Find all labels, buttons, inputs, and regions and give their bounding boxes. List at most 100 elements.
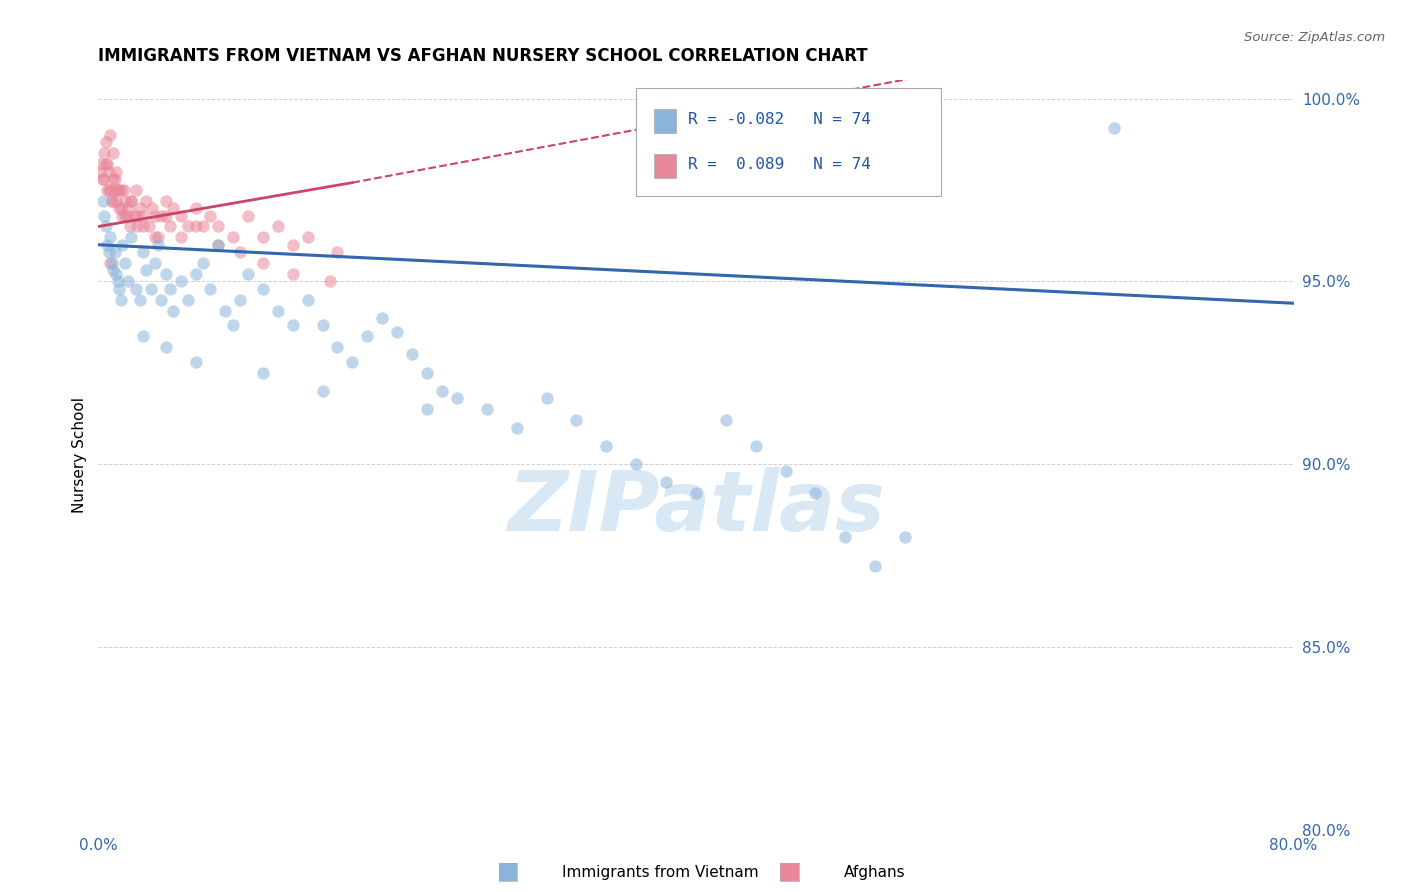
Point: [94, 136, 117, 150]
Point: [626, 457, 648, 471]
Point: [475, 402, 498, 417]
Point: [120, 230, 142, 244]
Point: [159, 219, 181, 234]
Text: ZIPatlas: ZIPatlas: [508, 467, 884, 548]
Point: [430, 384, 453, 398]
Point: [107, 183, 129, 197]
Point: [97, 183, 120, 197]
Point: [111, 209, 134, 223]
Text: IMMIGRANTS FROM VIETNAM VS AFGHAN NURSERY SCHOOL CORRELATION CHART: IMMIGRANTS FROM VIETNAM VS AFGHAN NURSER…: [98, 47, 868, 65]
Point: [125, 183, 148, 197]
Point: [135, 194, 157, 208]
Point: [91, 172, 114, 186]
Point: [94, 157, 117, 171]
Point: [159, 282, 181, 296]
Point: [125, 282, 148, 296]
Point: [267, 303, 290, 318]
Point: [177, 219, 200, 234]
Point: [536, 391, 558, 405]
Point: [98, 256, 122, 270]
FancyBboxPatch shape: [637, 87, 941, 196]
Point: [96, 183, 118, 197]
Y-axis label: Nursery School: Nursery School: [72, 397, 87, 513]
Point: [1104, 120, 1126, 135]
Point: [326, 340, 349, 354]
Point: [129, 201, 152, 215]
Point: [143, 230, 166, 244]
Point: [169, 209, 191, 223]
Point: [139, 282, 162, 296]
Point: [229, 293, 252, 307]
Point: [804, 486, 827, 500]
Point: [98, 183, 122, 197]
Point: [143, 256, 166, 270]
Point: [655, 475, 678, 490]
Point: [252, 256, 274, 270]
Point: [162, 303, 184, 318]
Point: [191, 219, 214, 234]
Point: [114, 194, 136, 208]
Point: [281, 318, 304, 333]
Point: [385, 326, 409, 340]
Text: Immigrants from Vietnam: Immigrants from Vietnam: [562, 865, 759, 880]
Point: [101, 256, 124, 270]
Point: [236, 209, 259, 223]
Point: [207, 237, 229, 252]
Point: [89, 164, 111, 178]
Point: [184, 355, 207, 369]
Point: [184, 267, 207, 281]
Point: [150, 209, 173, 223]
Point: [416, 402, 439, 417]
Point: [214, 303, 236, 318]
Point: [138, 219, 160, 234]
Point: [311, 318, 333, 333]
Point: [148, 230, 170, 244]
Point: [132, 245, 155, 260]
Point: [297, 293, 319, 307]
Point: [104, 183, 127, 197]
Point: [107, 183, 129, 197]
Point: [108, 201, 131, 215]
Point: [595, 439, 617, 453]
Point: [148, 237, 170, 252]
Point: [94, 219, 117, 234]
Point: [105, 267, 128, 281]
Point: [177, 293, 200, 307]
Point: [143, 209, 166, 223]
Point: [96, 157, 118, 171]
Point: [110, 201, 132, 215]
Point: [155, 267, 177, 281]
Point: [150, 293, 173, 307]
Point: [132, 219, 155, 234]
Point: [326, 245, 349, 260]
Point: [107, 274, 129, 288]
Point: [91, 194, 114, 208]
Point: [297, 230, 319, 244]
Point: [222, 318, 245, 333]
Point: [90, 157, 112, 171]
Point: [184, 219, 207, 234]
Point: [120, 194, 142, 208]
Point: [222, 230, 245, 244]
Point: [506, 420, 529, 434]
Point: [371, 310, 394, 325]
Point: [155, 209, 177, 223]
Point: [834, 530, 856, 544]
Point: [865, 559, 887, 574]
Point: [141, 201, 163, 215]
Point: [117, 201, 139, 215]
Point: [93, 146, 115, 161]
Point: [714, 413, 737, 427]
Point: [169, 274, 191, 288]
Point: [162, 201, 184, 215]
Point: [108, 282, 131, 296]
Point: [135, 263, 157, 277]
Point: [775, 464, 797, 478]
Point: [342, 355, 364, 369]
Text: Source: ZipAtlas.com: Source: ZipAtlas.com: [1244, 31, 1385, 45]
Point: [120, 194, 142, 208]
Point: [117, 274, 139, 288]
Text: R = -0.082   N = 74: R = -0.082 N = 74: [688, 112, 870, 128]
Point: [200, 209, 222, 223]
Point: [267, 219, 290, 234]
